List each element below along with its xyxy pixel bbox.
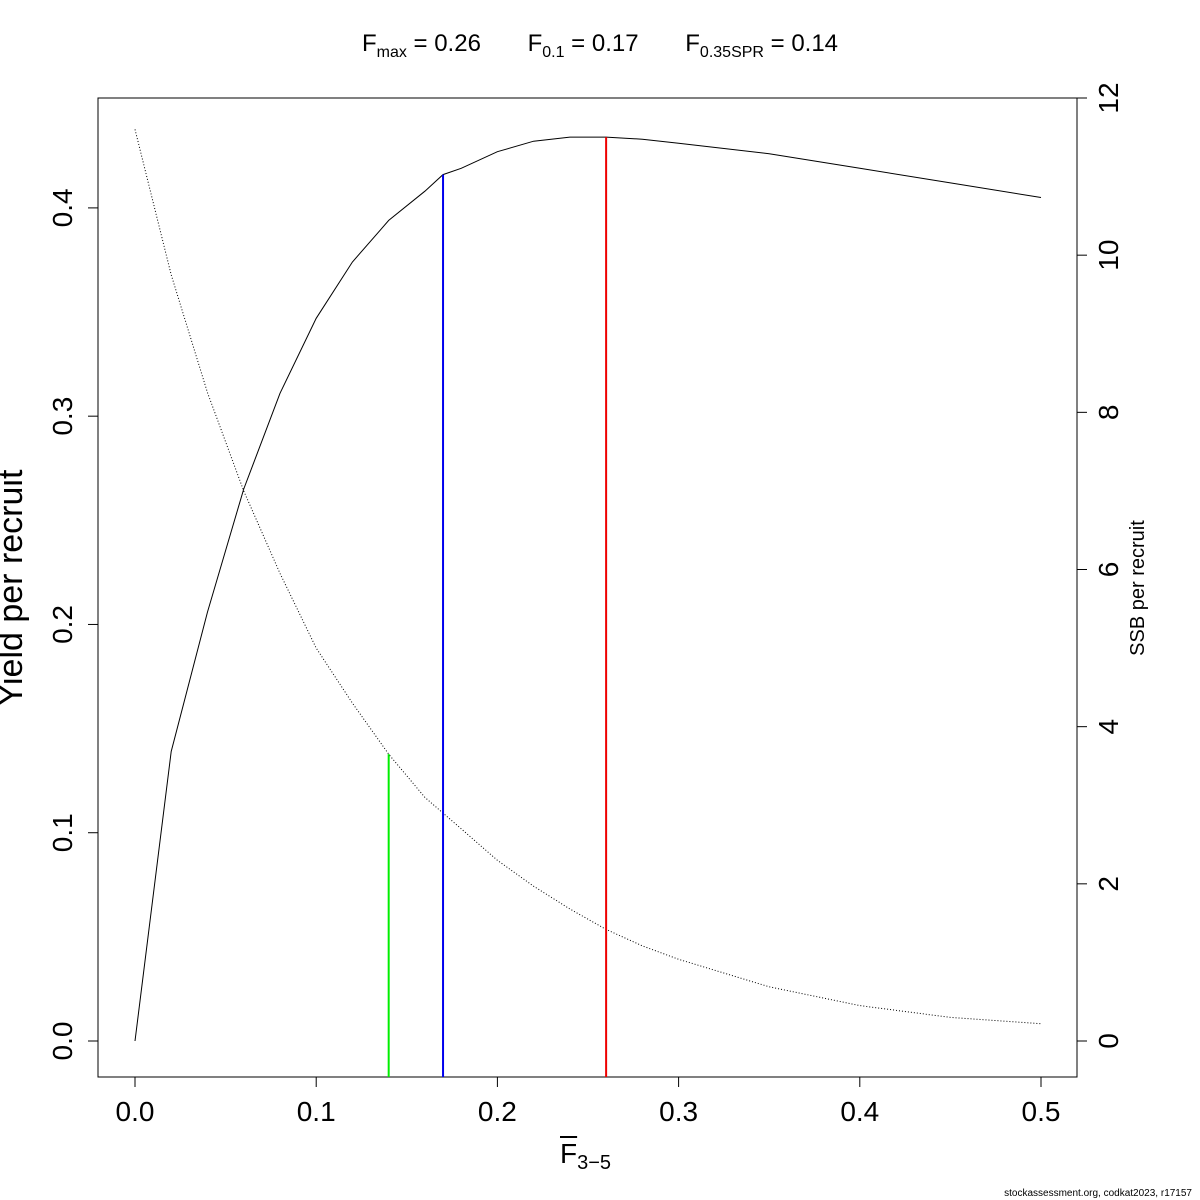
title-fmax: Fmax = 0.26 bbox=[361, 30, 481, 61]
x-tick-label: 0.0 bbox=[116, 1096, 155, 1127]
y-right-tick-label: 12 bbox=[1093, 82, 1124, 113]
y-right-tick-label: 2 bbox=[1093, 876, 1124, 892]
y-left-tick-label: 0.4 bbox=[47, 188, 78, 227]
y-right-tick-label: 4 bbox=[1093, 719, 1124, 735]
x-tick-label: 0.4 bbox=[840, 1096, 879, 1127]
y-right-tick-label: 8 bbox=[1093, 405, 1124, 421]
yield-per-recruit-line bbox=[134, 136, 1042, 1042]
x-tick-label: 0.5 bbox=[1022, 1096, 1061, 1127]
y-right-axis-label: SSB per recruit bbox=[1127, 520, 1149, 656]
x-tick-label: 0.1 bbox=[297, 1096, 336, 1127]
y-right-tick-label: 10 bbox=[1093, 240, 1124, 271]
y-right-tick-label: 0 bbox=[1093, 1033, 1124, 1049]
x-axis-label: F3−5 bbox=[560, 1138, 612, 1174]
y-left-tick-label: 0.2 bbox=[47, 605, 78, 644]
y-right-tick-label: 6 bbox=[1093, 562, 1124, 578]
y-left-tick-label: 0.1 bbox=[47, 813, 78, 852]
title-f01: F0.1 = 0.17 bbox=[527, 30, 639, 61]
x-tick-label: 0.3 bbox=[659, 1096, 698, 1127]
y-left-axis-label: Yield per recruit bbox=[0, 469, 30, 706]
x-tick-label: 0.2 bbox=[478, 1096, 517, 1127]
y-left-tick-label: 0.0 bbox=[47, 1022, 78, 1061]
plot-frame bbox=[97, 97, 1078, 1078]
ssb-per-recruit-line bbox=[134, 129, 1042, 1025]
footer-credit: stockassessment.org, codkat2023, r17157 bbox=[1004, 1188, 1192, 1199]
title-f035spr: F0.35SPR = 0.14 bbox=[685, 30, 839, 61]
y-left-tick-label: 0.3 bbox=[47, 397, 78, 436]
chart-title: Fmax = 0.26 F0.1 = 0.17 F0.35SPR = 0.14 bbox=[0, 30, 1200, 62]
